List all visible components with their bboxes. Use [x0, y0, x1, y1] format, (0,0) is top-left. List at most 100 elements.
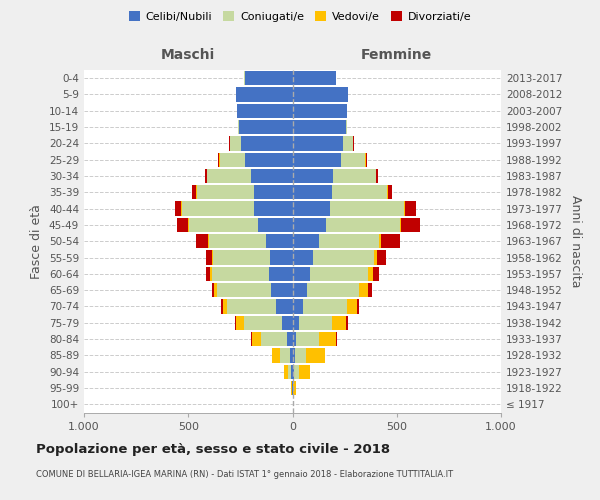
Bar	[236, 88, 293, 102]
Bar	[213, 250, 269, 264]
Bar	[310, 266, 368, 281]
Bar	[227, 300, 276, 314]
Bar	[175, 202, 181, 216]
Bar	[319, 332, 336, 346]
Bar	[284, 364, 289, 379]
Bar	[197, 185, 254, 200]
Bar	[251, 169, 293, 183]
Bar	[271, 283, 293, 298]
Bar	[221, 300, 223, 314]
Bar	[218, 152, 220, 167]
Bar	[241, 136, 293, 150]
Y-axis label: Fasce di età: Fasce di età	[31, 204, 43, 279]
Bar	[293, 88, 348, 102]
Bar	[293, 266, 310, 281]
Bar	[229, 136, 230, 150]
Bar	[205, 169, 206, 183]
Bar	[347, 300, 357, 314]
Bar	[289, 364, 292, 379]
Bar	[245, 152, 293, 167]
Bar	[293, 332, 296, 346]
Bar	[212, 266, 269, 281]
Bar	[208, 234, 209, 248]
Bar	[400, 218, 401, 232]
Bar	[307, 348, 325, 362]
Text: Femmine: Femmine	[361, 48, 433, 62]
Bar	[252, 332, 260, 346]
Bar	[332, 185, 388, 200]
Bar	[293, 104, 347, 118]
Bar	[292, 364, 293, 379]
Bar	[258, 218, 293, 232]
Bar	[293, 348, 295, 362]
Bar	[269, 266, 293, 281]
Bar	[290, 348, 293, 362]
Bar	[235, 316, 236, 330]
Bar	[373, 266, 379, 281]
Bar	[182, 202, 254, 216]
Bar	[377, 250, 386, 264]
Bar	[272, 348, 280, 362]
Bar	[239, 120, 293, 134]
Bar	[332, 316, 346, 330]
Bar	[293, 250, 313, 264]
Legend: Celibi/Nubili, Coniugati/e, Vedovi/e, Divorziati/e: Celibi/Nubili, Coniugati/e, Vedovi/e, Di…	[125, 8, 475, 25]
Bar	[401, 218, 419, 232]
Bar	[266, 234, 293, 248]
Bar	[251, 332, 252, 346]
Bar	[293, 381, 296, 395]
Text: Popolazione per età, sesso e stato civile - 2018: Popolazione per età, sesso e stato civil…	[36, 442, 390, 456]
Bar	[293, 283, 307, 298]
Bar	[189, 218, 258, 232]
Bar	[220, 152, 245, 167]
Bar	[359, 283, 368, 298]
Bar	[307, 283, 359, 298]
Bar	[217, 283, 271, 298]
Bar	[260, 332, 287, 346]
Bar	[192, 185, 196, 200]
Bar	[209, 234, 266, 248]
Bar	[177, 218, 188, 232]
Bar	[254, 185, 293, 200]
Bar	[238, 120, 239, 134]
Bar	[357, 300, 359, 314]
Bar	[293, 364, 299, 379]
Text: Maschi: Maschi	[161, 48, 215, 62]
Bar	[353, 136, 354, 150]
Bar	[214, 283, 217, 298]
Bar	[293, 300, 303, 314]
Bar	[230, 136, 241, 150]
Bar	[341, 152, 365, 167]
Y-axis label: Anni di nascita: Anni di nascita	[569, 195, 582, 288]
Bar	[287, 332, 293, 346]
Bar	[368, 266, 373, 281]
Bar	[336, 332, 337, 346]
Bar	[293, 71, 336, 86]
Bar	[303, 300, 347, 314]
Bar	[346, 120, 347, 134]
Bar	[293, 202, 330, 216]
Bar	[313, 250, 374, 264]
Bar	[206, 250, 212, 264]
Bar	[293, 136, 343, 150]
Bar	[368, 283, 372, 298]
Bar	[293, 316, 299, 330]
Bar	[343, 136, 353, 150]
Bar	[379, 234, 381, 248]
Bar	[404, 202, 416, 216]
Bar	[293, 120, 346, 134]
Bar	[299, 316, 332, 330]
Bar	[295, 348, 307, 362]
Bar	[245, 71, 293, 86]
Bar	[254, 202, 293, 216]
Bar	[280, 348, 290, 362]
Bar	[333, 169, 376, 183]
Bar	[236, 316, 244, 330]
Bar	[276, 300, 293, 314]
Bar	[293, 218, 326, 232]
Bar	[282, 316, 293, 330]
Bar	[212, 283, 214, 298]
Bar	[181, 202, 182, 216]
Bar	[244, 316, 282, 330]
Bar	[326, 218, 400, 232]
